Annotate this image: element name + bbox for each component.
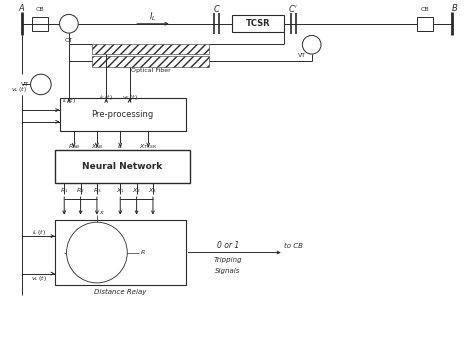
Text: $C$: $C$ (212, 3, 220, 14)
Text: Tripping: Tripping (213, 257, 242, 263)
Text: $v_L\,(t)$: $v_L\,(t)$ (10, 84, 27, 94)
Text: $B$: $B$ (450, 2, 458, 13)
Bar (55, 150, 190, 182)
Text: $R_1$: $R_1$ (60, 187, 69, 195)
Text: VT: VT (21, 82, 29, 87)
Circle shape (66, 222, 127, 283)
Text: $R_{AB}$: $R_{AB}$ (67, 142, 80, 151)
Text: $X_{TCSR}$: $X_{TCSR}$ (139, 142, 157, 151)
Text: CT: CT (65, 38, 73, 43)
Text: $i_L\,(t)$: $i_L\,(t)$ (31, 228, 46, 237)
Bar (92, 44, 209, 54)
Text: Signals: Signals (215, 268, 240, 274)
Bar (92, 56, 209, 67)
Text: Optical Fiber: Optical Fiber (131, 68, 171, 73)
Text: $X_1$: $X_1$ (116, 187, 125, 195)
Text: VT: VT (298, 53, 306, 58)
Text: $i_L\,(t)$: $i_L\,(t)$ (62, 96, 76, 105)
Bar (417, 17, 433, 31)
Bar (55, 220, 186, 285)
Circle shape (31, 74, 51, 95)
Text: x: x (99, 210, 103, 215)
Bar (60, 99, 186, 131)
Circle shape (76, 232, 118, 274)
Text: $A$: $A$ (18, 2, 26, 13)
Text: $R_3$: $R_3$ (92, 187, 101, 195)
Text: $X_{AB}$: $X_{AB}$ (91, 142, 103, 151)
Text: TCSR: TCSR (246, 19, 270, 28)
Text: Neural Network: Neural Network (82, 162, 163, 171)
Circle shape (60, 14, 78, 33)
Circle shape (302, 36, 321, 54)
Text: Distance Relay: Distance Relay (94, 289, 146, 295)
Text: Pre-processing: Pre-processing (91, 110, 154, 119)
Text: $X_2$: $X_2$ (132, 187, 141, 195)
Text: CB: CB (36, 7, 44, 12)
Circle shape (85, 241, 109, 264)
Text: $I_L$: $I_L$ (149, 11, 156, 23)
Text: $C'$: $C'$ (289, 3, 299, 14)
Text: R: R (141, 250, 146, 255)
Text: CB: CB (421, 7, 429, 12)
Text: $X_3$: $X_3$ (148, 187, 157, 195)
Text: $R_2$: $R_2$ (76, 187, 85, 195)
Text: $v_L\,(t)$: $v_L\,(t)$ (30, 274, 46, 283)
Text: to CB: to CB (283, 243, 302, 249)
Text: 0 or 1: 0 or 1 (217, 241, 239, 250)
Bar (232, 15, 284, 32)
Text: $i_F\,(t)$: $i_F\,(t)$ (99, 93, 113, 102)
Text: $\alpha$: $\alpha$ (117, 143, 123, 150)
Text: $v_F\,(t)$: $v_F\,(t)$ (121, 93, 137, 102)
Bar (32, 17, 48, 31)
